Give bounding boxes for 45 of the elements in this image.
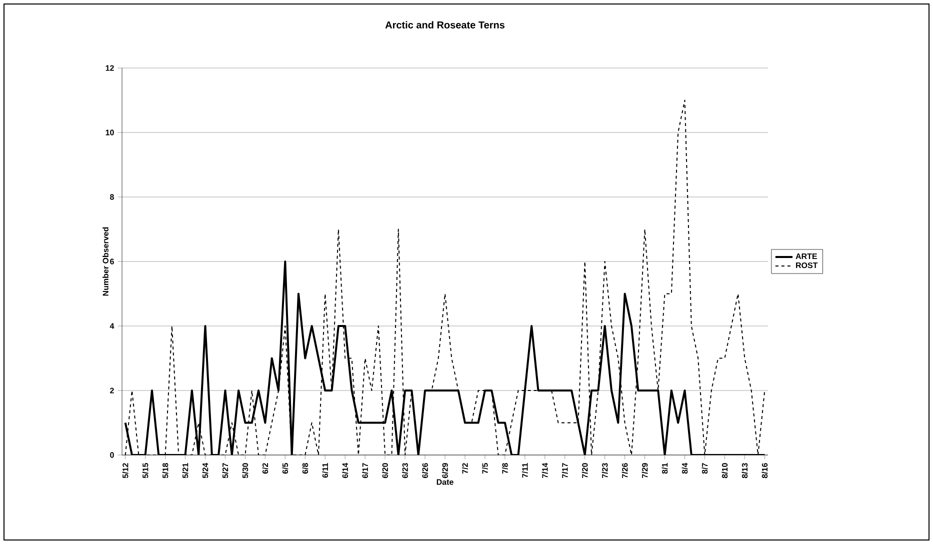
- x-tick-label: 7/14: [542, 462, 548, 478]
- y-tick-label: 12: [106, 65, 114, 71]
- y-tick-label: 2: [110, 388, 114, 394]
- y-tick-label: 0: [110, 452, 114, 458]
- x-tick-label: 8/16: [762, 463, 768, 478]
- chart-title: Arctic and Roseate Terns: [385, 21, 505, 28]
- x-tick-label: 7/8: [502, 463, 508, 474]
- x-tick-label: 5/24: [202, 462, 208, 478]
- x-tick-label: 6/5: [282, 463, 288, 474]
- x-axis-title: Date: [436, 479, 454, 485]
- y-tick-label: 8: [110, 194, 114, 200]
- x-tick-label: 8/7: [702, 463, 708, 474]
- x-tick-label: 8/13: [742, 463, 748, 478]
- x-tick-label: 7/26: [622, 463, 628, 478]
- legend-label: ROST: [796, 262, 818, 268]
- y-tick-label: 6: [110, 258, 114, 264]
- x-tick-label: 7/17: [562, 463, 568, 478]
- x-tick-label: 5/15: [142, 463, 148, 478]
- x-tick-label: 7/11: [522, 463, 528, 478]
- x-tick-label: 6/17: [362, 463, 368, 478]
- y-axis-title: Number Observed: [102, 227, 108, 296]
- x-tick-label: 7/2: [462, 463, 468, 474]
- x-tick-label: 8/4: [682, 462, 688, 474]
- x-tick-label: 7/5: [482, 463, 488, 474]
- x-tick-label: 6/29: [442, 463, 448, 478]
- x-tick-label: 6/14: [342, 462, 348, 478]
- x-tick-label: 5/18: [162, 463, 168, 478]
- x-tick-label: 5/27: [222, 463, 228, 478]
- x-tick-label: 5/30: [242, 463, 248, 478]
- x-tick-label: 7/23: [602, 463, 608, 478]
- x-tick-label: 8/10: [722, 463, 728, 478]
- x-tick-label: 8/1: [662, 463, 668, 474]
- y-tick-label: 4: [110, 323, 114, 329]
- x-tick-label: 7/29: [642, 463, 648, 478]
- legend-label: ARTE: [796, 253, 817, 259]
- y-tick-label: 10: [106, 130, 114, 136]
- x-tick-label: 6/23: [402, 463, 408, 478]
- x-tick-label: 6/20: [382, 463, 388, 478]
- x-tick-label: 5/12: [122, 463, 128, 478]
- x-tick-label: 6/8: [302, 463, 308, 474]
- x-tick-label: 5/21: [182, 463, 188, 478]
- x-tick-label: 6/11: [322, 463, 328, 478]
- x-tick-label: 7/20: [582, 463, 588, 478]
- x-tick-label: 6/2: [262, 463, 268, 474]
- x-tick-label: 6/26: [422, 463, 428, 478]
